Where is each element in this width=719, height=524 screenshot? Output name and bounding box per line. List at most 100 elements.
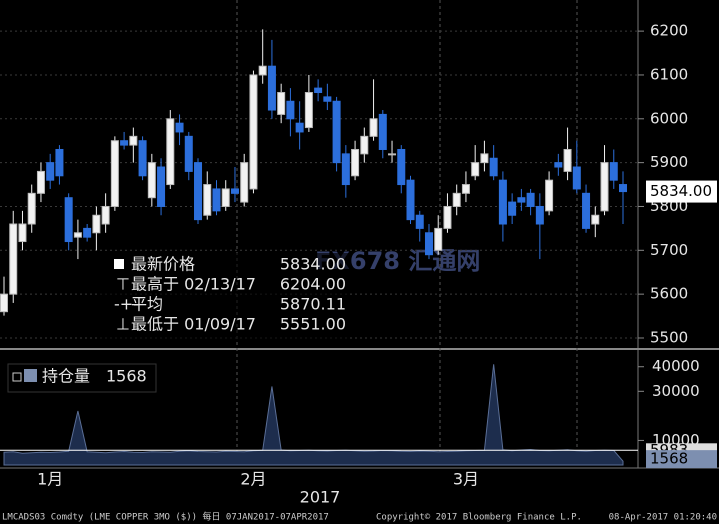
info-label: 最新价格	[131, 255, 195, 274]
y-tick-label: 6100	[650, 65, 688, 83]
candle-body	[360, 135, 369, 155]
y-tick-label: 5700	[650, 241, 688, 259]
candle-body	[489, 157, 498, 177]
candle-body	[230, 188, 239, 194]
info-value: 5551.00	[280, 315, 346, 334]
candle-body	[92, 214, 101, 234]
candle-body	[27, 192, 36, 225]
candle-body	[83, 227, 92, 238]
footer-left: LMCADS03 Comdty (LME COPPER 3MO ($)) 每日 …	[2, 511, 329, 523]
x-tick-label: 1月	[37, 470, 63, 489]
candle-body	[591, 214, 600, 225]
candle-body	[18, 223, 27, 243]
last-oi-label: 1568	[650, 450, 688, 468]
legend-label: 持仓量	[42, 367, 90, 386]
candle-body	[535, 205, 544, 225]
candle-body	[397, 148, 406, 186]
y2-tick-label: 40000	[652, 357, 700, 375]
legend-value: 1568	[106, 367, 147, 386]
last-price-label: 5834.00	[650, 182, 712, 200]
info-label: 最低于 01/09/17	[131, 315, 256, 334]
candle-body	[46, 162, 55, 181]
candle-body	[434, 227, 443, 251]
y-tick-label: 5500	[650, 328, 688, 346]
candle-body	[582, 192, 591, 229]
y-tick-label: 6000	[650, 109, 688, 127]
info-marker: ⊥	[116, 315, 130, 334]
candle-body	[110, 140, 119, 207]
candle-body	[452, 192, 461, 207]
candle-body	[461, 184, 470, 194]
candle-body	[249, 74, 258, 190]
candle-body	[240, 162, 249, 203]
y-tick-label: 6200	[650, 22, 688, 40]
candle-body	[443, 205, 452, 229]
y-tick-label: 5600	[650, 285, 688, 303]
info-marker	[114, 259, 124, 269]
candle-body	[194, 162, 203, 221]
candle-body	[424, 232, 433, 256]
candle-body	[147, 162, 156, 199]
last-oi-box	[646, 450, 717, 469]
candle-body	[120, 140, 129, 146]
candle-body	[508, 201, 517, 216]
info-value: 5870.11	[280, 295, 346, 314]
candle-body	[64, 197, 73, 243]
candle-body	[101, 205, 110, 225]
candle-body	[175, 122, 184, 133]
candle-body	[0, 293, 8, 313]
candle-body	[129, 135, 138, 146]
candle-body	[304, 91, 313, 129]
footer-right: 08-Apr-2017 01:20:40	[609, 513, 717, 523]
candle-body	[138, 140, 147, 177]
candle-body	[277, 91, 286, 115]
candle-body	[36, 170, 45, 194]
last-price-box	[646, 180, 717, 203]
x-tick-label: 3月	[453, 470, 479, 489]
candle-body	[157, 166, 166, 207]
info-marker: -+-	[114, 295, 139, 314]
candle-body	[369, 118, 378, 137]
candle-body	[545, 179, 554, 212]
candle-body	[600, 162, 609, 212]
candle-body	[517, 197, 526, 203]
candle-body	[323, 96, 332, 102]
candle-body	[415, 214, 424, 229]
candle-body	[212, 188, 221, 212]
candle-body	[286, 100, 295, 120]
legend-swatch	[24, 369, 37, 382]
footer-center: Copyright© 2017 Bloomberg Finance L.P.	[376, 513, 582, 523]
candle-body	[258, 65, 267, 76]
candle-body	[203, 184, 212, 216]
candle-body	[341, 153, 350, 186]
info-label: 最高于 02/13/17	[131, 275, 256, 294]
candle-body	[351, 148, 360, 177]
candle-body	[471, 162, 480, 177]
candle-body	[526, 192, 535, 207]
candle-body	[184, 135, 193, 172]
candle-body	[267, 65, 276, 111]
candle-body	[406, 179, 415, 221]
info-label: 平均	[131, 295, 163, 314]
info-value: 5834.00	[280, 255, 346, 274]
candle-body	[332, 100, 341, 164]
legend-toggle[interactable]	[12, 372, 22, 382]
candle-body	[619, 184, 627, 193]
candle-body	[609, 162, 618, 181]
y-tick-label: 5900	[650, 153, 688, 171]
year-label: 2017	[300, 488, 341, 507]
candle-body	[498, 179, 507, 225]
info-panel: ⊤ -+- ⊥ 最新价格 5834.00 最高于 02/13/17 6204.00 平均…	[98, 253, 350, 339]
candle-body	[314, 87, 323, 93]
candle-body	[378, 113, 387, 150]
y2-tick-label: 30000	[652, 382, 700, 400]
candle-body	[9, 223, 18, 295]
info-box	[98, 253, 350, 339]
x-tick-label: 2月	[240, 470, 266, 489]
candle-body	[563, 148, 572, 172]
candle-body	[73, 232, 82, 238]
candle-body	[295, 122, 304, 133]
candle-body	[221, 188, 230, 207]
